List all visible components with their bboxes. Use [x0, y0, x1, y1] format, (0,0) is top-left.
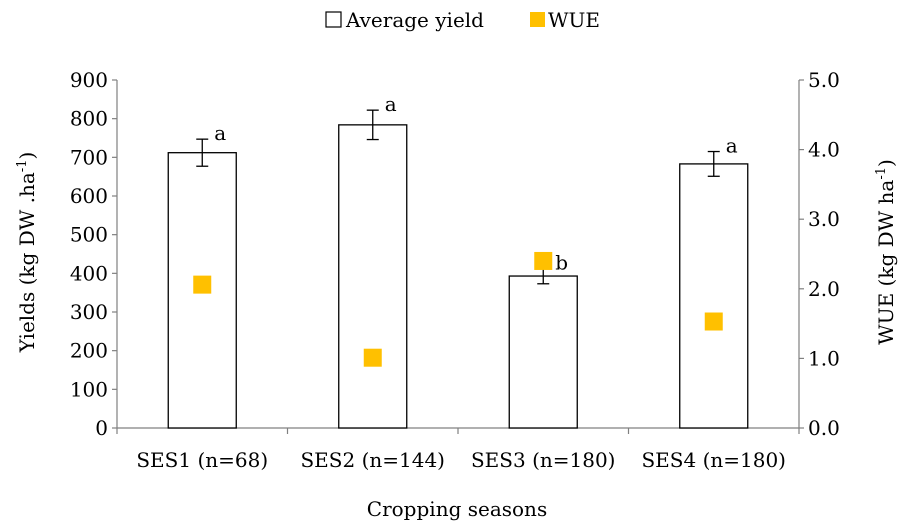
y2-axis-title-main: WUE (kg DW ha	[874, 180, 898, 345]
plot-area: 0 100 200 300 400 500 600 700 800 900 0.0 1.0 2.0 3.0…	[70, 68, 840, 472]
y-tick-label: 100	[70, 377, 108, 401]
y-axis-title-end: )	[15, 152, 39, 160]
y-axis-title: Yields (kg DW .ha-1)	[15, 152, 39, 354]
y-tick-label: 900	[70, 68, 108, 92]
y-tick-label: 500	[70, 223, 108, 247]
bar-average-yield	[679, 163, 749, 429]
y-tick-label: 0	[95, 416, 108, 440]
significance-label: b	[555, 250, 568, 274]
y2-tick-label: 1.0	[808, 346, 840, 370]
legend-swatch-average-yield	[325, 11, 342, 28]
x-tick-label: SES3 (n=180)	[471, 448, 616, 472]
y-tick-label: 800	[70, 107, 108, 131]
bar-average-yield	[508, 275, 578, 429]
y2-axis-title-sup: -1	[874, 167, 889, 180]
y-tick-label: 200	[70, 339, 108, 363]
y2-axis-title: WUE (kg DW ha-1)	[874, 159, 898, 345]
y-tick-label: 400	[70, 261, 108, 285]
bar-average-yield	[338, 124, 408, 429]
significance-label: a	[385, 92, 397, 116]
significance-label: a	[726, 134, 738, 158]
significance-label: a	[214, 121, 226, 145]
y2-tick-label: 5.0	[808, 68, 840, 92]
wue-marker	[704, 312, 723, 331]
legend: Average yield WUE	[325, 8, 600, 32]
y-axis-title-main: Yields (kg DW .ha	[15, 172, 39, 353]
wue-marker	[363, 348, 382, 367]
x-tick-label: SES2 (n=144)	[300, 448, 445, 472]
y-axis-title-sup: -1	[15, 160, 30, 173]
y2-tick-label: 2.0	[808, 277, 840, 301]
y2-tick-label: 3.0	[808, 207, 840, 231]
x-tick-label: SES4 (n=180)	[641, 448, 786, 472]
legend-label-average-yield: Average yield	[345, 8, 484, 32]
x-axis-title: Cropping seasons	[367, 497, 547, 521]
y2-tick-label: 0.0	[808, 416, 840, 440]
legend-label-wue: WUE	[548, 8, 600, 32]
x-tick-label: SES1 (n=68)	[136, 448, 268, 472]
y-tick-label: 600	[70, 184, 108, 208]
y-tick-label: 700	[70, 145, 108, 169]
wue-marker	[534, 251, 553, 270]
y2-axis-title-end: )	[874, 159, 898, 167]
legend-swatch-wue	[530, 12, 545, 27]
y2-tick-label: 4.0	[808, 138, 840, 162]
wue-marker	[193, 275, 212, 294]
y-tick-label: 300	[70, 300, 108, 324]
